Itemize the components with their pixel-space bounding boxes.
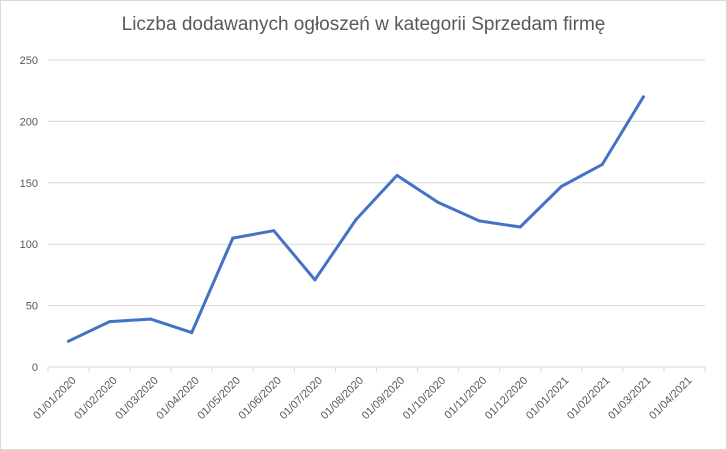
data-point	[559, 184, 563, 188]
x-tick-label: 01/04/2020	[154, 375, 201, 422]
x-tick-label: 01/07/2020	[278, 375, 325, 422]
x-tick-label: 01/02/2021	[565, 375, 612, 422]
x-tick-label: 01/01/2020	[31, 375, 78, 422]
data-point	[600, 162, 604, 166]
data-point	[641, 95, 645, 99]
x-tick-label: 01/06/2020	[237, 375, 284, 422]
gridlines	[48, 59, 705, 368]
data-point	[354, 218, 358, 222]
x-tick-label: 01/10/2020	[401, 375, 448, 422]
data-point	[477, 219, 481, 223]
y-tick-label: 50	[26, 301, 38, 313]
x-tick-label: 01/11/2020	[442, 375, 489, 422]
data-point	[108, 320, 112, 324]
data-point	[67, 339, 71, 343]
x-tick-label: 01/03/2020	[113, 375, 160, 422]
data-point	[149, 317, 153, 321]
data-point	[190, 331, 194, 335]
data-point	[436, 200, 440, 204]
y-tick-label: 150	[20, 178, 38, 190]
chart-title: Liczba dodawanych ogłoszeń w kategorii S…	[121, 14, 606, 35]
y-axis-ticks: 0 50 100 150 200 250	[20, 55, 38, 374]
x-tick-label: 01/05/2020	[195, 375, 242, 422]
data-point	[313, 278, 317, 282]
x-tick-label: 01/09/2020	[360, 375, 407, 422]
series-group	[67, 95, 645, 343]
y-tick-label: 200	[20, 116, 38, 128]
x-tick-label: 01/01/2021	[524, 375, 571, 422]
y-tick-label: 0	[32, 362, 38, 374]
data-point	[231, 236, 235, 240]
x-tick-label: 01/03/2021	[606, 375, 653, 422]
x-tick-label: 01/04/2021	[647, 375, 694, 422]
y-tick-label: 250	[20, 55, 38, 67]
data-point	[395, 173, 399, 177]
x-axis-ticks: 01/01/202001/02/202001/03/202001/04/2020…	[31, 367, 706, 422]
data-point	[272, 229, 276, 233]
x-tick-label: 01/08/2020	[319, 375, 366, 422]
x-tick-label: 01/02/2020	[72, 375, 119, 422]
y-tick-label: 100	[20, 239, 38, 251]
x-tick-label: 01/12/2020	[483, 375, 530, 422]
data-point	[518, 225, 522, 229]
